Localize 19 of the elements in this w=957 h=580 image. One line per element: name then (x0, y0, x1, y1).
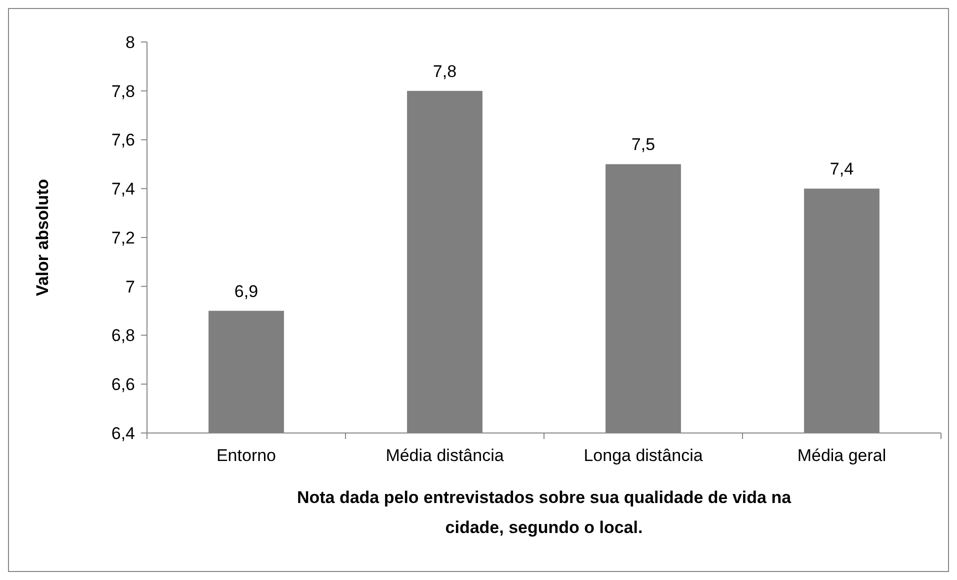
y-tick-label: 7 (126, 277, 135, 296)
data-label: 7,4 (830, 160, 854, 179)
y-tick-label: 8 (126, 32, 135, 52)
y-tick-label: 7,4 (111, 180, 135, 199)
y-tick-label: 6,4 (111, 424, 135, 443)
y-tick-label: 7,6 (111, 130, 135, 150)
y-axis-title: Valor absoluto (33, 178, 52, 296)
y-tick-label: 6,8 (111, 326, 135, 346)
x-tick-label: Entorno (216, 446, 276, 465)
data-label: 7,5 (631, 135, 656, 154)
y-tick-label: 7,8 (111, 82, 135, 101)
x-tick-label: Média geral (797, 446, 886, 465)
data-label: 6,9 (234, 282, 258, 301)
data-label: 7,8 (432, 62, 457, 81)
x-tick-label: Longa distância (584, 446, 704, 465)
y-tick-label: 6,6 (111, 375, 135, 394)
x-tick-label: Média distância (386, 446, 504, 465)
y-tick-label: 7,2 (111, 228, 135, 248)
x-axis-title: Nota dada pelo entrevistados sobre sua qualidade de vida na cidade, segundo o local. (296, 488, 792, 537)
